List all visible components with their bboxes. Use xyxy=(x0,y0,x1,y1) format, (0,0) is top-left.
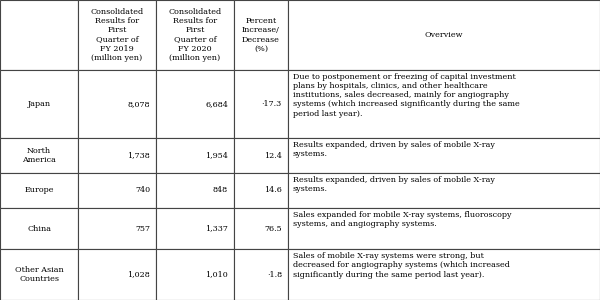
Text: North
America: North America xyxy=(22,147,56,164)
Bar xyxy=(288,70,600,138)
Bar xyxy=(288,0,600,70)
Text: 14.6: 14.6 xyxy=(264,187,282,194)
Text: 1,337: 1,337 xyxy=(205,225,228,232)
Text: 848: 848 xyxy=(213,187,228,194)
Text: China: China xyxy=(27,225,51,232)
Bar xyxy=(78,249,156,300)
Bar xyxy=(234,0,288,70)
Text: Europe: Europe xyxy=(24,187,54,194)
Bar xyxy=(156,173,234,208)
Text: 12.4: 12.4 xyxy=(264,152,282,160)
Bar xyxy=(234,173,288,208)
Bar xyxy=(0,0,78,70)
Bar xyxy=(78,0,156,70)
Bar xyxy=(156,0,234,70)
Bar xyxy=(156,208,234,249)
Text: Other Asian
Countries: Other Asian Countries xyxy=(14,266,64,283)
Bar xyxy=(234,208,288,249)
Bar xyxy=(78,208,156,249)
Bar xyxy=(0,249,78,300)
Bar xyxy=(0,138,78,173)
Bar xyxy=(78,173,156,208)
Text: Japan: Japan xyxy=(28,100,50,108)
Bar xyxy=(234,70,288,138)
Text: Overview: Overview xyxy=(425,31,463,39)
Text: ·17.3: ·17.3 xyxy=(262,100,282,108)
Text: 757: 757 xyxy=(135,225,150,232)
Text: Percent
Increase/
Decrease
(%): Percent Increase/ Decrease (%) xyxy=(242,17,280,53)
Bar xyxy=(156,70,234,138)
Text: ·1.8: ·1.8 xyxy=(267,271,282,279)
Bar xyxy=(0,70,78,138)
Bar xyxy=(288,249,600,300)
Bar xyxy=(288,173,600,208)
Text: 6,684: 6,684 xyxy=(205,100,228,108)
Text: 1,028: 1,028 xyxy=(127,271,150,279)
Text: 8,078: 8,078 xyxy=(128,100,150,108)
Text: Results expanded, driven by sales of mobile X-ray
systems.: Results expanded, driven by sales of mob… xyxy=(293,141,494,158)
Bar xyxy=(156,249,234,300)
Text: Results expanded, driven by sales of mobile X-ray
systems.: Results expanded, driven by sales of mob… xyxy=(293,176,494,193)
Text: Due to postponement or freezing of capital investment
plans by hospitals, clinic: Due to postponement or freezing of capit… xyxy=(293,73,520,118)
Text: Sales expanded for mobile X-ray systems, fluoroscopy
systems, and angiography sy: Sales expanded for mobile X-ray systems,… xyxy=(293,211,511,228)
Bar xyxy=(156,138,234,173)
Bar xyxy=(288,208,600,249)
Text: Sales of mobile X-ray systems were strong, but
decreased for angiography systems: Sales of mobile X-ray systems were stron… xyxy=(293,252,509,279)
Bar xyxy=(78,138,156,173)
Bar xyxy=(234,249,288,300)
Text: Consolidated
Results for
First
Quarter of
FY 2020
(million yen): Consolidated Results for First Quarter o… xyxy=(169,8,221,62)
Bar xyxy=(0,208,78,249)
Text: Consolidated
Results for
First
Quarter of
FY 2019
(million yen): Consolidated Results for First Quarter o… xyxy=(91,8,143,62)
Text: 1,010: 1,010 xyxy=(205,271,228,279)
Bar xyxy=(234,138,288,173)
Bar xyxy=(0,173,78,208)
Text: 1,738: 1,738 xyxy=(127,152,150,160)
Bar xyxy=(288,138,600,173)
Text: 740: 740 xyxy=(135,187,150,194)
Text: 76.5: 76.5 xyxy=(265,225,282,232)
Bar xyxy=(78,70,156,138)
Text: 1,954: 1,954 xyxy=(205,152,228,160)
